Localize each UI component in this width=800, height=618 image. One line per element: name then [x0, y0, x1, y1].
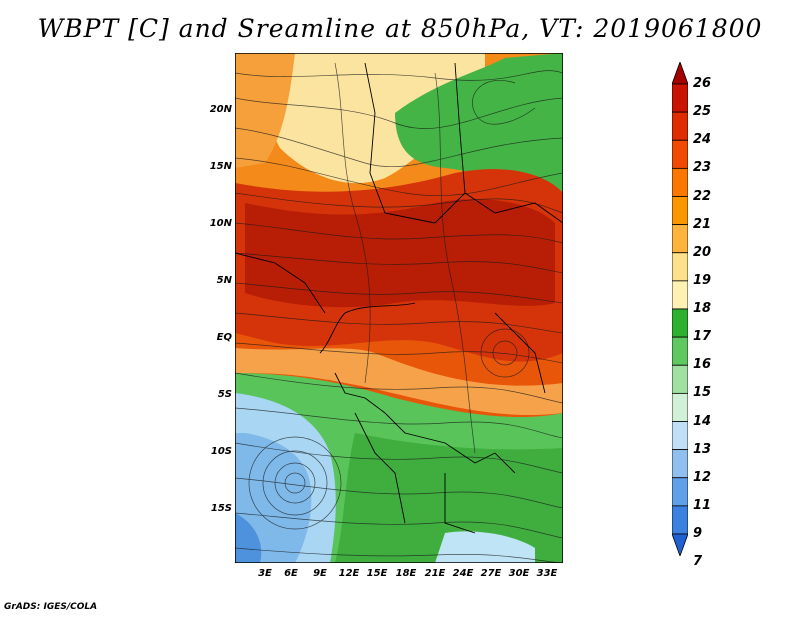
southeast-green	[335, 433, 563, 563]
colorbar-label: 21	[693, 216, 712, 232]
colorbar-label: 25	[693, 104, 712, 120]
colorbar-label: 23	[693, 160, 712, 176]
colorbar-segment	[672, 505, 688, 535]
southwest-blue-core	[235, 513, 262, 563]
colorbar-segment	[672, 83, 688, 113]
colorbar-segment	[672, 167, 688, 197]
colorbar-label: 18	[693, 301, 712, 316]
map-title: WBPT [C] and Sreamline at 850hPa, VT: 20…	[37, 14, 763, 43]
colorbar-segment	[672, 336, 688, 366]
colorbar-label: 9	[693, 526, 703, 541]
lat-label: 5N	[216, 275, 232, 286]
colorbar-label: 26	[693, 76, 712, 91]
colorbar-segment	[672, 421, 688, 451]
colorbar-label: 14	[693, 413, 712, 429]
lon-label: 3E	[258, 568, 272, 579]
lon-label: 30E	[508, 568, 530, 579]
lon-label: 21E	[424, 568, 446, 579]
lon-label: 27E	[480, 568, 502, 579]
northwest-orange	[235, 53, 295, 168]
colorbar-segment	[672, 252, 688, 282]
lat-label: 5S	[217, 389, 232, 400]
colorbar-label: 7	[693, 554, 703, 570]
colorbar-segment	[672, 477, 688, 507]
lat-label: 10S	[210, 446, 232, 457]
south-light-blue	[435, 531, 535, 563]
lon-label: 9E	[313, 568, 327, 579]
colorbar-label: 13	[693, 441, 712, 457]
lat-label: 20N	[209, 104, 232, 115]
equatorial-transition	[235, 348, 563, 416]
lat-label: 15S	[210, 503, 232, 514]
colorbar-segment	[672, 364, 688, 394]
colorbar-label: 17	[693, 329, 712, 345]
lon-label: 33E	[536, 568, 558, 579]
colorbar-label: 11	[693, 497, 712, 513]
hot-core-inner	[245, 199, 555, 308]
colorbar-label: 15	[693, 385, 712, 401]
colorbar-segment	[672, 111, 688, 141]
colorbar-label: 22	[693, 188, 712, 204]
colorbar-segment	[672, 196, 688, 226]
lon-label: 6E	[284, 568, 298, 579]
lon-label: 15E	[366, 568, 388, 579]
sahel-yellow	[268, 53, 485, 184]
colorbar-segment	[672, 224, 688, 254]
colorbar-segment	[672, 449, 688, 479]
colorbar-segment	[672, 308, 688, 338]
lon-label: 24E	[452, 568, 474, 579]
lat-label: EQ	[216, 332, 232, 343]
colorbar-bottom-triangle	[672, 533, 688, 556]
colorbar	[672, 62, 688, 556]
country-borders	[235, 62, 563, 534]
streamlines	[235, 62, 563, 563]
colorbar-label: 12	[693, 469, 712, 485]
colorbar-segment	[672, 139, 688, 169]
colorbar-label: 19	[693, 272, 712, 288]
colorbar-label: 24	[693, 132, 712, 148]
colorbar-segment	[672, 280, 688, 310]
lat-label: 15N	[209, 161, 232, 172]
colorbar-label: 20	[693, 244, 712, 260]
lat-label: 10N	[209, 218, 232, 229]
lon-label: 12E	[338, 568, 360, 579]
map-panel	[235, 53, 563, 563]
credit-text: GrADS: IGES/COLA	[4, 602, 98, 612]
colorbar-label: 16	[693, 357, 712, 373]
colorbar-segment	[672, 392, 688, 422]
lon-label: 18E	[395, 568, 417, 579]
colorbar-top-triangle	[672, 62, 688, 85]
